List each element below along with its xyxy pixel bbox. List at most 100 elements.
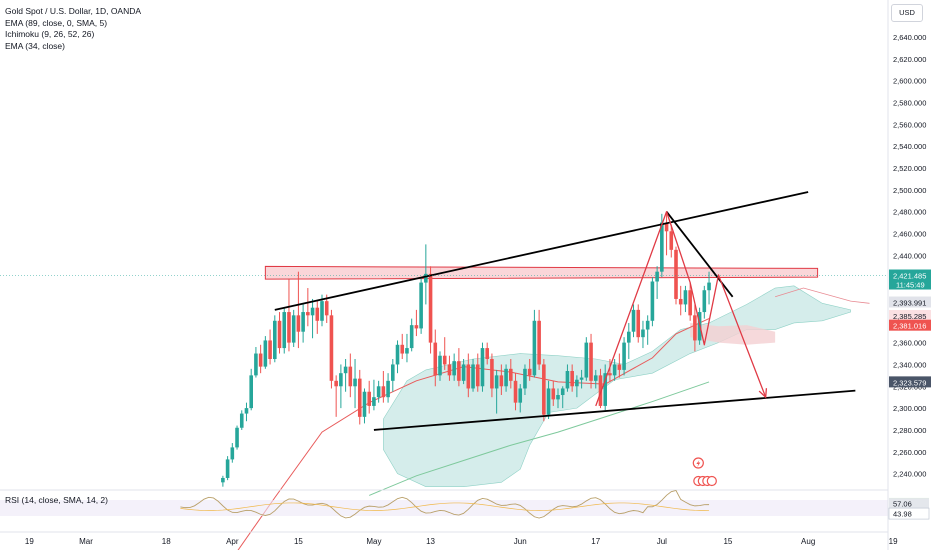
- resistance-zone[interactable]: [264, 265, 819, 280]
- price-tick-label: 2,620.000: [893, 55, 926, 64]
- candle: [523, 364, 527, 396]
- price-badge-text: 2,385.285: [893, 312, 926, 321]
- candle: [565, 364, 570, 392]
- price-badge-bg: [889, 319, 931, 331]
- projection-path[interactable]: [595, 210, 767, 407]
- price-tick-label: 2,260.000: [893, 448, 926, 457]
- candle: [608, 358, 612, 382]
- candle-body: [669, 231, 674, 250]
- candle-body: [334, 380, 338, 387]
- candle: [447, 355, 452, 381]
- candle: [367, 380, 371, 414]
- price-badge[interactable]: 2,323.579: [889, 376, 931, 388]
- rsi-legend[interactable]: RSI (14, close, SMA, 14, 2): [5, 495, 108, 505]
- candle-body: [409, 325, 414, 349]
- candle-body: [664, 222, 669, 232]
- upper-trendline[interactable]: [274, 191, 809, 311]
- candle: [556, 388, 560, 409]
- lightning-icon[interactable]: [692, 457, 704, 469]
- candle: [641, 320, 645, 349]
- candle-body: [513, 380, 518, 403]
- candle: [273, 315, 277, 363]
- candle-body: [532, 320, 537, 376]
- lower-trendline[interactable]: [373, 389, 856, 431]
- candle-body: [570, 370, 574, 387]
- candle-body: [362, 391, 367, 417]
- price-tick-label: 2,360.000: [893, 339, 926, 348]
- candle: [542, 358, 546, 422]
- ichimoku-legend[interactable]: Ichimoku (9, 26, 52, 26): [5, 29, 95, 39]
- candle: [395, 340, 400, 374]
- candle-body: [381, 386, 386, 398]
- candle-body: [339, 373, 343, 387]
- price-tick-label: 2,560.000: [893, 120, 926, 129]
- candle-body: [584, 342, 589, 378]
- candle: [570, 364, 574, 392]
- event-icons[interactable]: [692, 457, 717, 487]
- candle: [277, 312, 282, 354]
- cloud-green: [383, 285, 851, 487]
- ema89-legend[interactable]: EMA (89, close, 0, SMA, 5): [5, 17, 108, 28]
- candle: [603, 364, 607, 411]
- time-tick-label: 19: [889, 537, 898, 546]
- price-badge-bg: [889, 296, 931, 308]
- candle-body: [565, 370, 570, 389]
- candle-body: [428, 273, 433, 343]
- price-badge[interactable]: 2,385.285: [889, 310, 931, 322]
- candle-body: [631, 309, 636, 332]
- drawings[interactable]: [0, 191, 888, 431]
- price-badge[interactable]: 2,381.016: [889, 319, 931, 331]
- candle-body: [471, 364, 475, 389]
- candle-body: [239, 413, 244, 428]
- candle-body: [702, 290, 707, 313]
- rsi-sma-line: [180, 502, 710, 511]
- price-tick-label: 2,300.000: [893, 404, 926, 413]
- candle: [475, 353, 480, 392]
- rsi-badge: 57.06: [889, 498, 929, 510]
- price-tick-label: 2,240.000: [893, 470, 926, 479]
- resistance-zone-layer[interactable]: [264, 265, 819, 280]
- currency-button[interactable]: USD: [891, 4, 923, 22]
- price-badge-text: 2,421.485: [893, 272, 926, 281]
- ema34-legend[interactable]: EMA (34, close): [5, 40, 65, 51]
- time-tick-label: 17: [591, 537, 600, 546]
- candle-body: [674, 249, 678, 299]
- candle-body: [551, 388, 556, 400]
- candle: [669, 224, 674, 258]
- candle-body: [230, 447, 235, 460]
- candle: [707, 271, 711, 305]
- price-tick-label: 2,460.000: [893, 229, 926, 238]
- candle-body: [221, 477, 225, 483]
- candle: [315, 301, 320, 334]
- time-axis[interactable]: 19Mar18Apr15May13Jun17Jul15Aug19Sep: [0, 531, 932, 546]
- candle-body: [499, 375, 504, 387]
- price-tick-label: 2,540.000: [893, 142, 926, 151]
- price-badge[interactable]: 2,393.991: [889, 296, 931, 308]
- ema89-line: [369, 381, 710, 496]
- candle: [230, 443, 235, 463]
- candle-body: [320, 301, 324, 321]
- candle-body: [263, 340, 268, 367]
- candle-body: [353, 378, 357, 387]
- candle-body: [424, 273, 428, 283]
- candle: [249, 368, 253, 411]
- candle: [560, 386, 565, 409]
- candle-body: [598, 375, 603, 406]
- lightning-glyph: [696, 460, 701, 467]
- candle-body: [494, 375, 499, 389]
- indicator-legend: Gold Spot / U.S. Dollar, 1D, OANDA EMA (…: [5, 6, 141, 52]
- economic-event-icon[interactable]: [706, 475, 717, 487]
- candle-body: [235, 427, 239, 448]
- price-axis[interactable]: 2,640.000 2,620.000 2,600.000 2,580.000 2,56…: [887, 0, 931, 550]
- candle: [499, 364, 504, 396]
- candle-body: [655, 271, 659, 282]
- candle: [268, 329, 272, 365]
- projection-arrowhead[interactable]: [758, 388, 768, 399]
- candle: [287, 279, 291, 352]
- candle: [310, 298, 315, 339]
- candle-body: [306, 312, 310, 316]
- candle-body: [395, 344, 400, 365]
- symbol-title[interactable]: Gold Spot / U.S. Dollar, 1D, OANDA: [5, 6, 142, 16]
